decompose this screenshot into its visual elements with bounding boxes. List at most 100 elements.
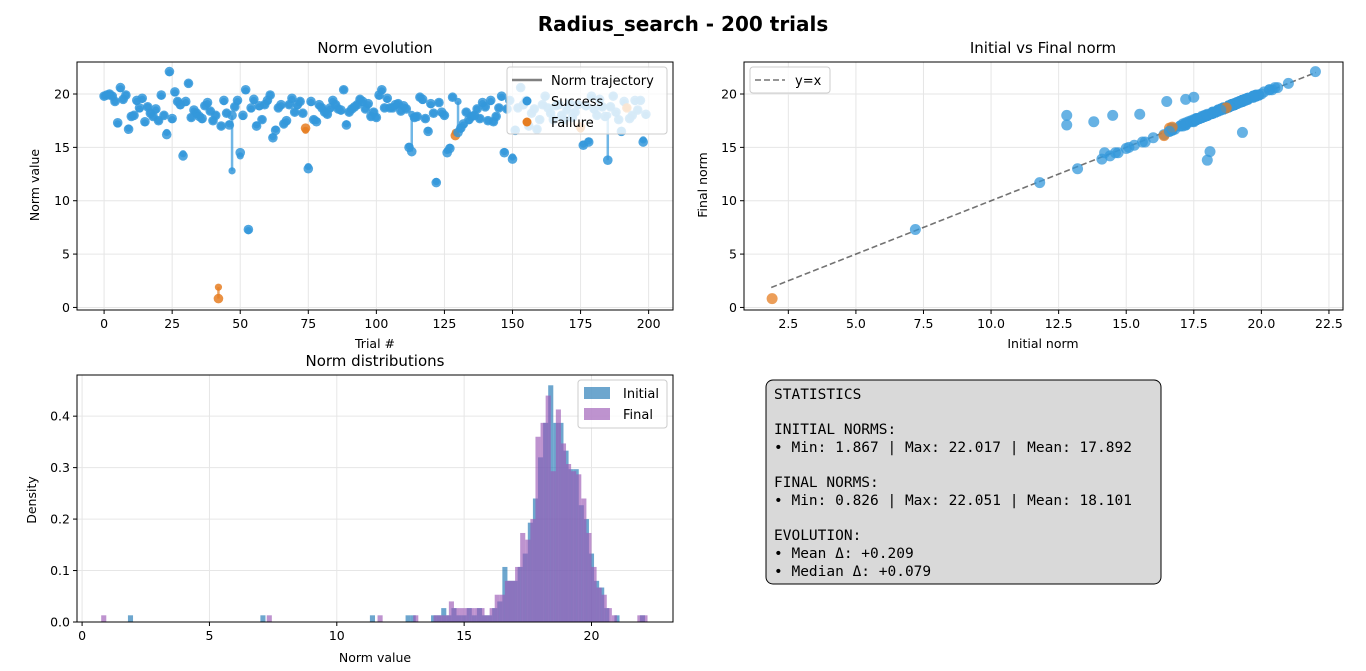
initial-norms-values: • Min: 1.867 | Max: 22.017 | Mean: 17.89… [774,440,1132,456]
norm-evolution-xlabel: Trial # [354,336,395,351]
success-point [1201,154,1213,166]
success-final-point [480,102,491,112]
final-bar [555,409,561,622]
final-bar [571,471,577,622]
legend-frame [749,66,831,94]
y-tick-label: 15 [721,140,737,155]
final-bar [637,615,643,622]
y-tick-label: 20 [54,87,70,102]
initial-vs-final-title: Initial vs Final norm [970,39,1116,57]
axes-frame [76,61,674,311]
success-final-point [336,105,346,115]
success-final-point [276,99,286,110]
success-final-point [494,103,504,113]
final-bar [499,594,505,622]
final-bar [596,587,602,622]
y-tick-label: 0.0 [50,615,70,630]
success-final-point [475,113,485,124]
final-bar [550,471,556,622]
x-tick-label: 10.0 [977,316,1005,331]
success-final-point [210,110,221,121]
final-bar [433,615,439,622]
axes-frame [76,374,674,623]
success-point [909,224,921,236]
mean-delta: • Mean Δ: +0.209 [774,546,914,562]
success-final-point [298,108,308,119]
success-final-point [295,96,305,107]
x-tick-label: 7.5 [914,316,934,331]
final-bar [377,615,383,622]
success-point [1161,95,1173,107]
median-delta: • Median Δ: +0.079 [774,564,931,580]
success-final-point [151,104,161,114]
legend-success-swatch [522,96,532,106]
success-final-point [123,124,134,135]
x-tick-label: 12.5 [1045,316,1073,331]
x-tick-label: 20.0 [1247,316,1275,331]
final-bar [489,608,495,622]
norm-evolution-title: Norm evolution [317,39,432,57]
initial-vs-final-ylabel: Final norm [695,152,710,217]
final-bar [504,580,510,622]
success-final-point [485,95,496,106]
initial-vs-final-chart: Initial vs Final norm Initial norm Final… [695,39,1344,351]
initial-vs-final-legend: y=x [749,66,831,94]
final-norms-heading: FINAL NORMS: [774,475,879,491]
x-tick-label: 5.0 [846,316,866,331]
x-tick-label: 200 [637,316,661,331]
success-final-point [137,93,148,104]
success-point [1188,91,1200,103]
final-norms-values: • Min: 0.826 | Max: 22.051 | Mean: 18.10… [774,493,1132,509]
final-bar [464,608,470,622]
x-tick-label: 20 [584,628,600,643]
success-final-point [216,121,226,131]
success-final-point [439,110,450,121]
success-final-point [265,90,275,100]
x-tick-label: 10 [329,628,345,643]
success-final-point [167,113,177,124]
success-final-point [472,104,482,114]
x-tick-label: 50 [232,316,248,331]
final-bar [438,615,444,622]
success-final-point [341,120,352,130]
success-point [1096,153,1108,165]
statistics-box [765,379,1162,585]
success-final-point [251,121,262,131]
success-final-point [240,84,251,95]
failure-point [766,293,778,305]
success-point [1061,119,1073,131]
success-final-point [371,112,382,123]
norm-evolution-ylabel: Norm value [27,149,42,222]
success-point [1139,136,1151,148]
success-final-point [235,147,246,158]
final-bar [586,532,592,622]
scatter-marks [766,66,1321,305]
success-final-point [420,113,431,124]
final-bar [611,615,617,622]
y-tick-label: 10 [721,193,737,208]
success-point [1201,108,1213,120]
evolution-heading: EVOLUTION: [774,528,861,544]
final-bar [601,594,607,622]
y-tick-label: 5 [62,247,70,262]
success-final-point [412,111,423,122]
final-bar [525,539,531,622]
failure-initial-point [214,283,223,291]
initial-bar [369,615,375,622]
success-final-point [303,163,314,174]
final-bar [642,615,648,622]
legend-initial-swatch [584,387,610,399]
final-bar [469,608,475,622]
final-bar [515,566,521,622]
success-final-point [289,107,300,117]
initial-bar [260,615,266,622]
success-final-point [156,90,167,100]
success-point [1034,177,1046,189]
y-tick-label: 0.4 [50,409,70,424]
final-bar [443,615,449,622]
final-bar [540,422,546,622]
final-bar [509,580,516,622]
y-tick-label: 0 [729,300,737,315]
success-final-point [121,90,131,100]
